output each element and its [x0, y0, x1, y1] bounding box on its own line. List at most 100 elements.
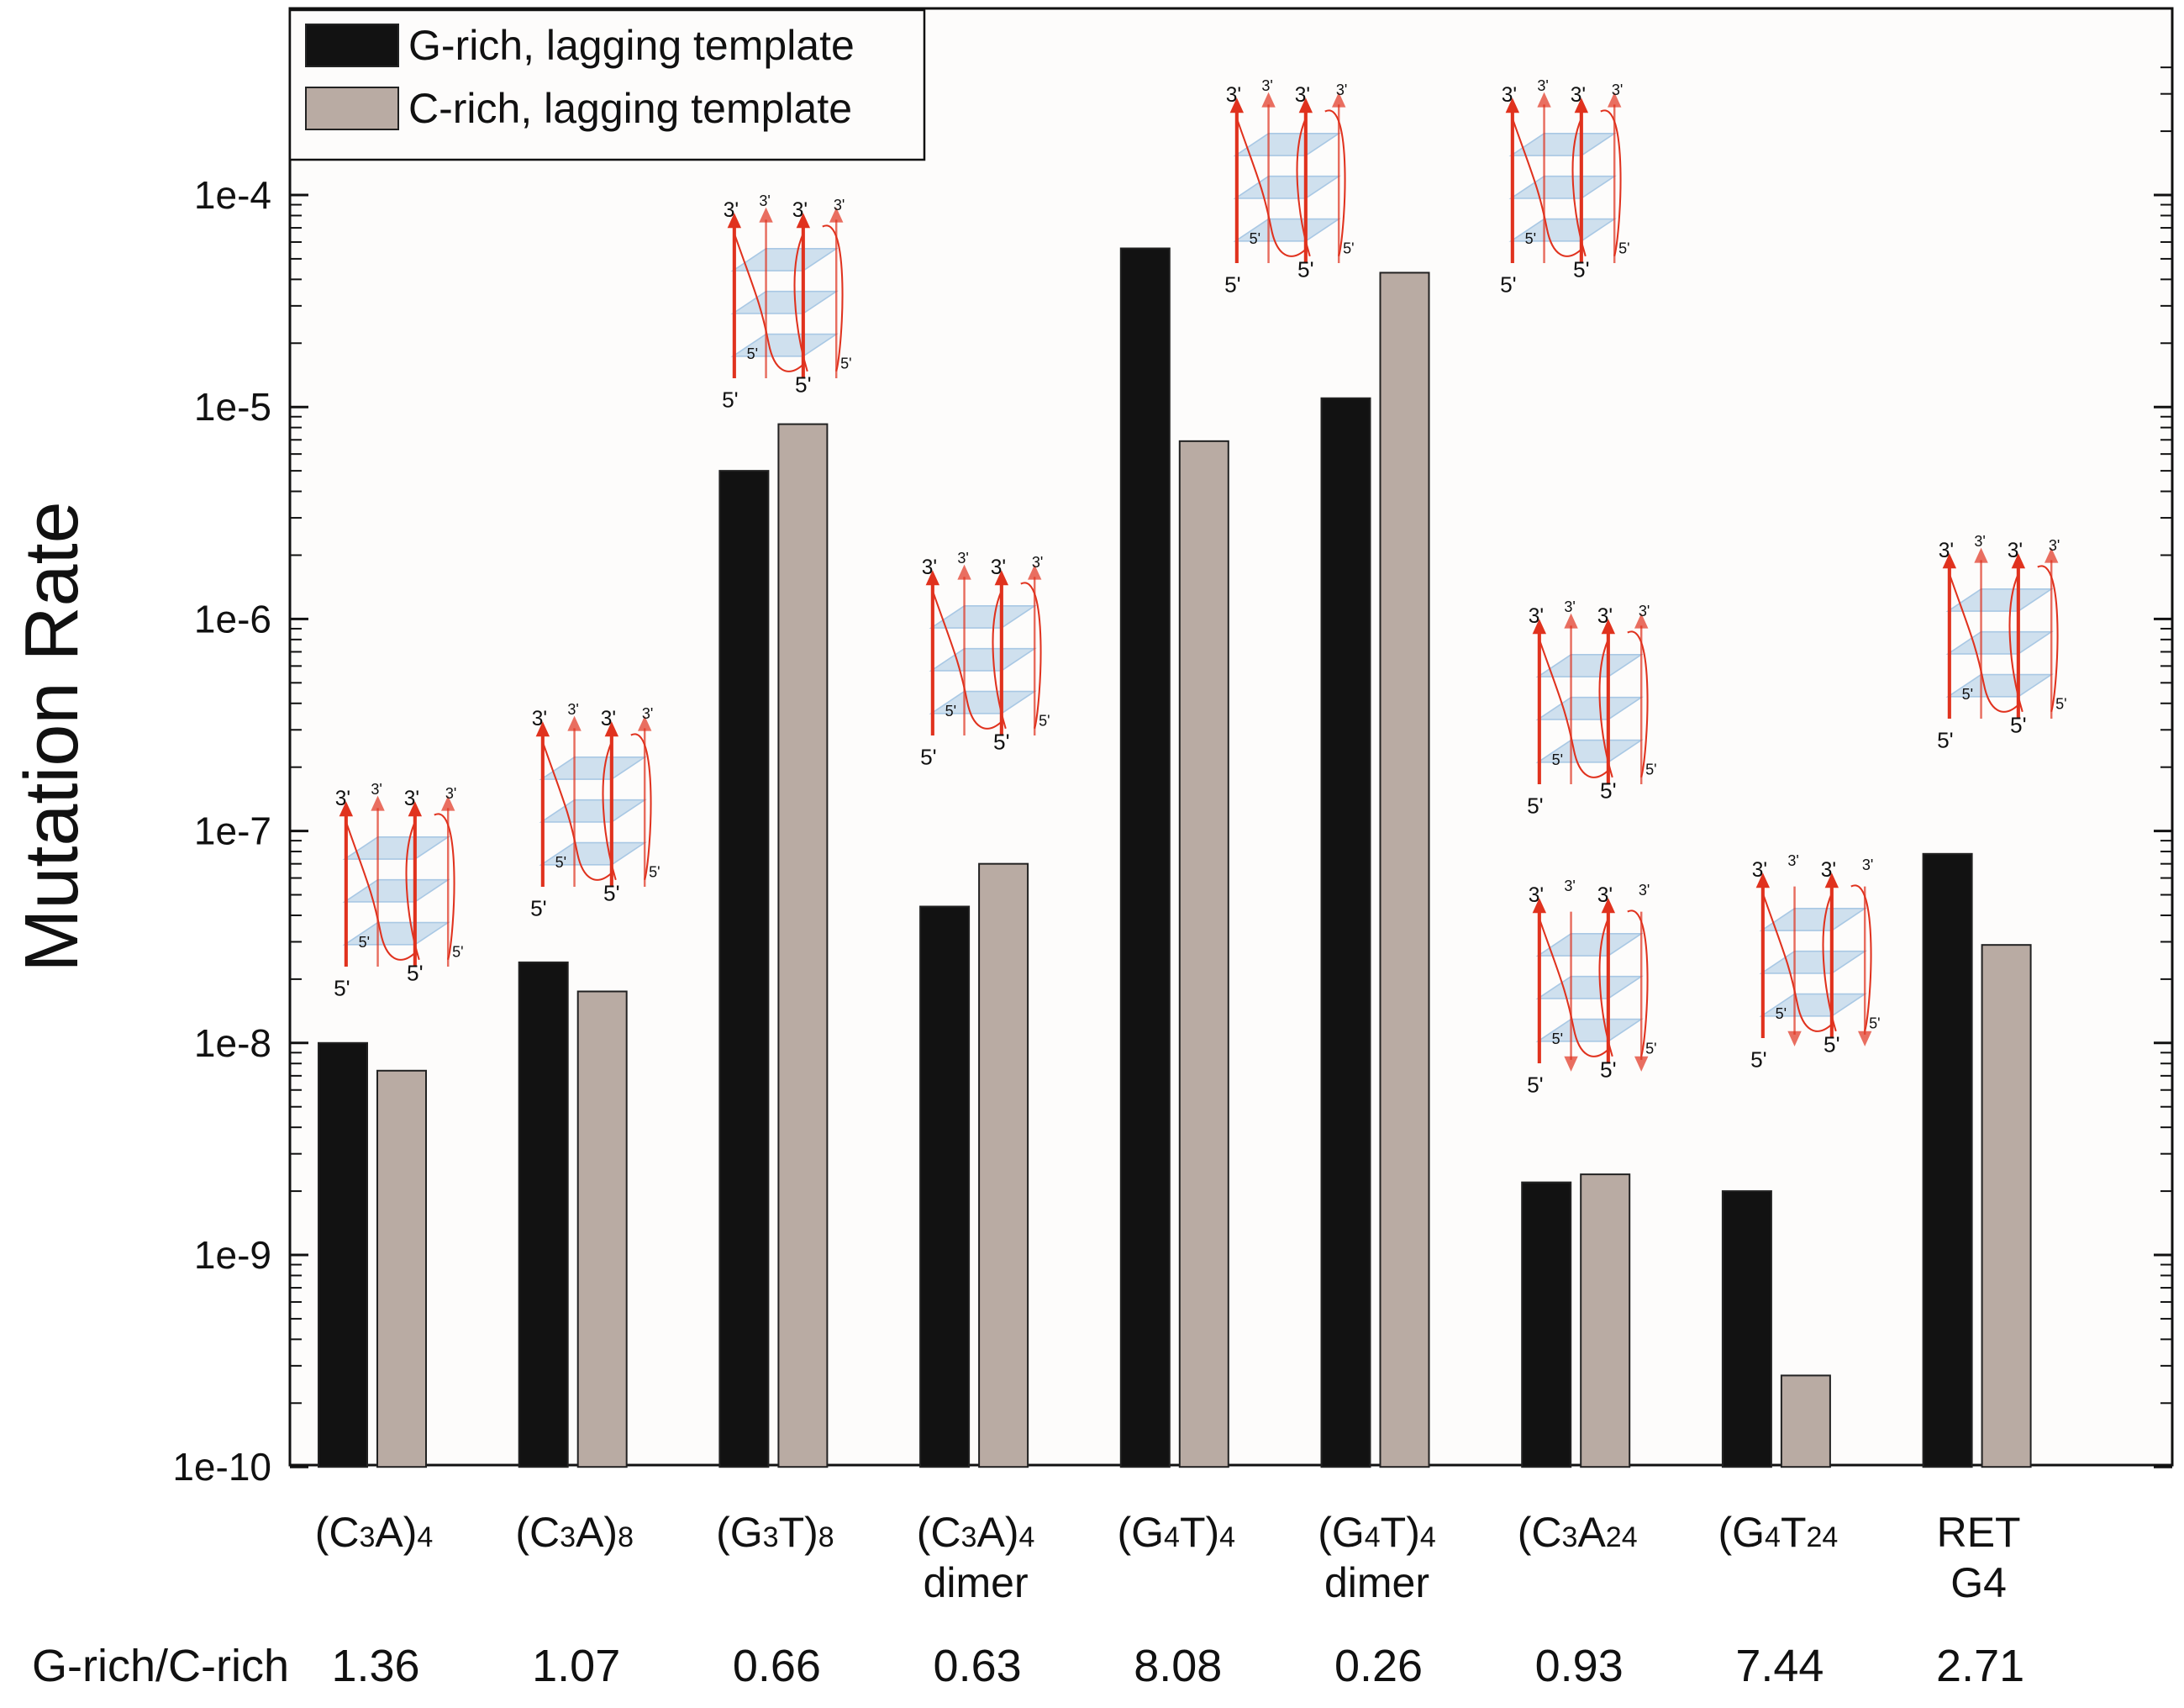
- structure-strand-label: 5': [1962, 686, 1973, 703]
- y-tick-label: 1e-8: [194, 1021, 271, 1065]
- y-axis: 1e-4 1e-5 1e-6 1e-7 1e-8 1e-9 1e-10: [172, 66, 2172, 1489]
- structure-strand-label: 5': [1527, 793, 1544, 818]
- strand-arrowhead: [567, 715, 582, 731]
- x-tick-label: (C3A24: [1518, 1509, 1638, 1556]
- structure-strand-label: 3': [834, 197, 845, 214]
- loop: [822, 224, 844, 372]
- structure-strand-label: 3': [1564, 878, 1575, 894]
- loop: [541, 741, 613, 881]
- strand-arrowhead: [1532, 898, 1547, 914]
- loop: [931, 590, 1003, 730]
- x-tick-label-part: A): [576, 1509, 618, 1556]
- structure-strand-label: 3': [1032, 554, 1043, 571]
- strand-arrowhead: [1755, 872, 1771, 888]
- loop: [1324, 109, 1346, 257]
- structure-strand-label: 3': [1639, 882, 1650, 899]
- x-tick-label-part: 4: [1018, 1521, 1034, 1553]
- bar-g-rich-3: [919, 905, 971, 1468]
- ratio-row-label: G-rich/C-rich: [32, 1641, 289, 1691]
- strand-arrowhead: [339, 801, 354, 817]
- structure-strand-label: 5': [359, 934, 370, 951]
- loop: [1822, 893, 1837, 1032]
- x-tick-label-part: T): [1180, 1509, 1219, 1556]
- structure-strand-label: 5': [1776, 1005, 1787, 1022]
- strand-arrowhead: [1505, 98, 1520, 113]
- structure-strand-label: 3': [792, 199, 808, 222]
- loop: [2037, 565, 2059, 713]
- legend-label: C-rich, lagging template: [408, 85, 852, 132]
- bar-c-rich-6: [1580, 1173, 1631, 1468]
- x-tick-label-part: (C: [515, 1509, 560, 1556]
- structure-strand-label: 3': [759, 192, 770, 209]
- x-tick-label: (G4T24: [1718, 1509, 1838, 1556]
- ratio-value: 1.07: [532, 1641, 620, 1691]
- ratio-value: 8.08: [1134, 1641, 1222, 1691]
- structure-strand-label: 3': [1862, 857, 1873, 873]
- strand-arrowhead: [638, 715, 652, 731]
- x-tick-label-part: 4: [417, 1521, 433, 1553]
- structure-strand-label: 5': [603, 880, 620, 905]
- ratio-value: 1.36: [331, 1641, 419, 1691]
- x-tick-label-part: 4: [1365, 1521, 1381, 1553]
- bar-g-rich-6: [1521, 1181, 1572, 1468]
- structure-strand-label: 5': [1824, 1031, 1840, 1057]
- structure-strand-label: 5': [747, 345, 758, 362]
- bar-c-rich-8: [1981, 944, 2032, 1468]
- strand-arrowhead: [2011, 553, 2026, 569]
- strand-arrowhead: [1537, 92, 1551, 108]
- structure-strand-label: 3': [1597, 884, 1613, 907]
- structure-strand-label: 5': [1869, 1015, 1880, 1032]
- structure-strand-label: 3': [1295, 84, 1310, 107]
- structure-strand-label: 3': [371, 781, 382, 798]
- structure-strand-label: 3': [1564, 598, 1575, 615]
- strand-arrowhead: [1564, 613, 1578, 629]
- x-tick-label-part: T): [1381, 1509, 1420, 1556]
- x-tick-label-part: T: [1781, 1509, 1807, 1556]
- structure-strand-label: 3': [2049, 537, 2060, 554]
- structure-strand-label: 3': [1571, 84, 1586, 107]
- x-tick-label-part: 8: [818, 1521, 834, 1553]
- quadruplex-structure-6: 3' 3' 3' 3' 5' 5' 5' 5': [1500, 77, 1630, 297]
- strand-arrowhead: [796, 213, 811, 229]
- structure-strand-label: 3': [724, 199, 739, 222]
- y-tick-label: 1e-7: [194, 809, 271, 853]
- loop: [1296, 118, 1311, 257]
- bar-g-rich-5: [1320, 397, 1371, 1468]
- legend-swatch: [305, 87, 399, 130]
- strand-arrowhead: [1298, 98, 1313, 113]
- strand-arrowhead: [1942, 553, 1957, 569]
- y-tick-label: 1e-4: [194, 173, 271, 217]
- loop: [1761, 893, 1833, 1032]
- strand-arrowhead: [1634, 613, 1649, 629]
- bar-c-rich-5: [1379, 271, 1430, 1468]
- x-tick-label-part: 8: [618, 1521, 634, 1553]
- quadruplex-structure-3: 3' 3' 3' 3' 5' 5' 5' 5': [722, 192, 852, 412]
- strand-arrowhead: [829, 207, 844, 223]
- ratio-value: 0.93: [1535, 1641, 1624, 1691]
- x-tick-label-part: 4: [1420, 1521, 1436, 1553]
- x-tick-label: (C3A)4: [917, 1509, 1035, 1556]
- bar-g-rich-1: [518, 961, 569, 1468]
- strand-arrowhead: [441, 795, 455, 811]
- x-tick-label-part: (G: [1118, 1509, 1165, 1556]
- structure-strand-label: 3': [922, 556, 937, 579]
- structure-strand-label: 5': [1224, 271, 1241, 297]
- structure-strand-label: 5': [1937, 727, 1954, 752]
- loop: [434, 813, 455, 961]
- structure-strand-label: 3': [991, 556, 1006, 579]
- x-tick-label-part: (C: [315, 1509, 360, 1556]
- x-tick-label-part: 3: [359, 1521, 375, 1553]
- quadruplex-structure-10: 3' 3' 3' 3' 5' 5' 5' 5': [1937, 533, 2067, 752]
- quadruplex-structure-2: 3' 3' 3' 3' 5' 5' 5' 5': [530, 701, 660, 920]
- ratio-value: 2.71: [1936, 1641, 2024, 1691]
- structure-strand-label: 3': [2008, 540, 2023, 562]
- x-tick-label-part: 4: [1164, 1521, 1180, 1553]
- structure-strand-label: 5': [945, 703, 956, 720]
- ratio-value: 0.63: [934, 1641, 1022, 1691]
- structure-strand-label: 5': [1527, 1072, 1544, 1097]
- quadruplex-structure-1: 3' 3' 3' 3' 5' 5' 5' 5': [334, 781, 464, 1000]
- y-tick-label: 1e-6: [194, 597, 271, 640]
- x-tick-label: (G3T)8: [716, 1509, 834, 1556]
- bar-c-rich-7: [1780, 1374, 1831, 1468]
- strand-arrowhead: [408, 801, 423, 817]
